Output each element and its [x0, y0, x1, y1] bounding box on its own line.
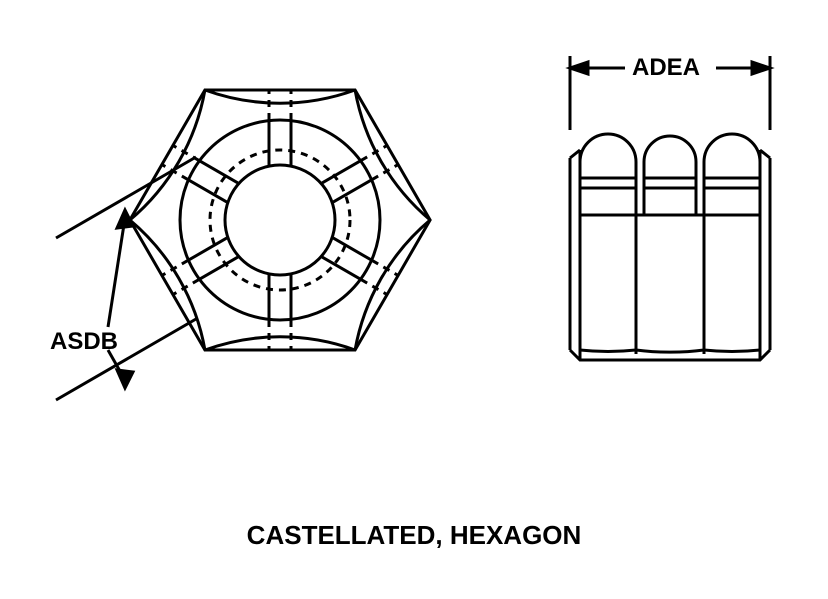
diagram-canvas: ASDB	[0, 0, 828, 599]
caption: CASTELLATED, HEXAGON	[0, 520, 828, 551]
adea-dimension	[0, 0, 828, 599]
adea-label: ADEA	[632, 54, 700, 82]
